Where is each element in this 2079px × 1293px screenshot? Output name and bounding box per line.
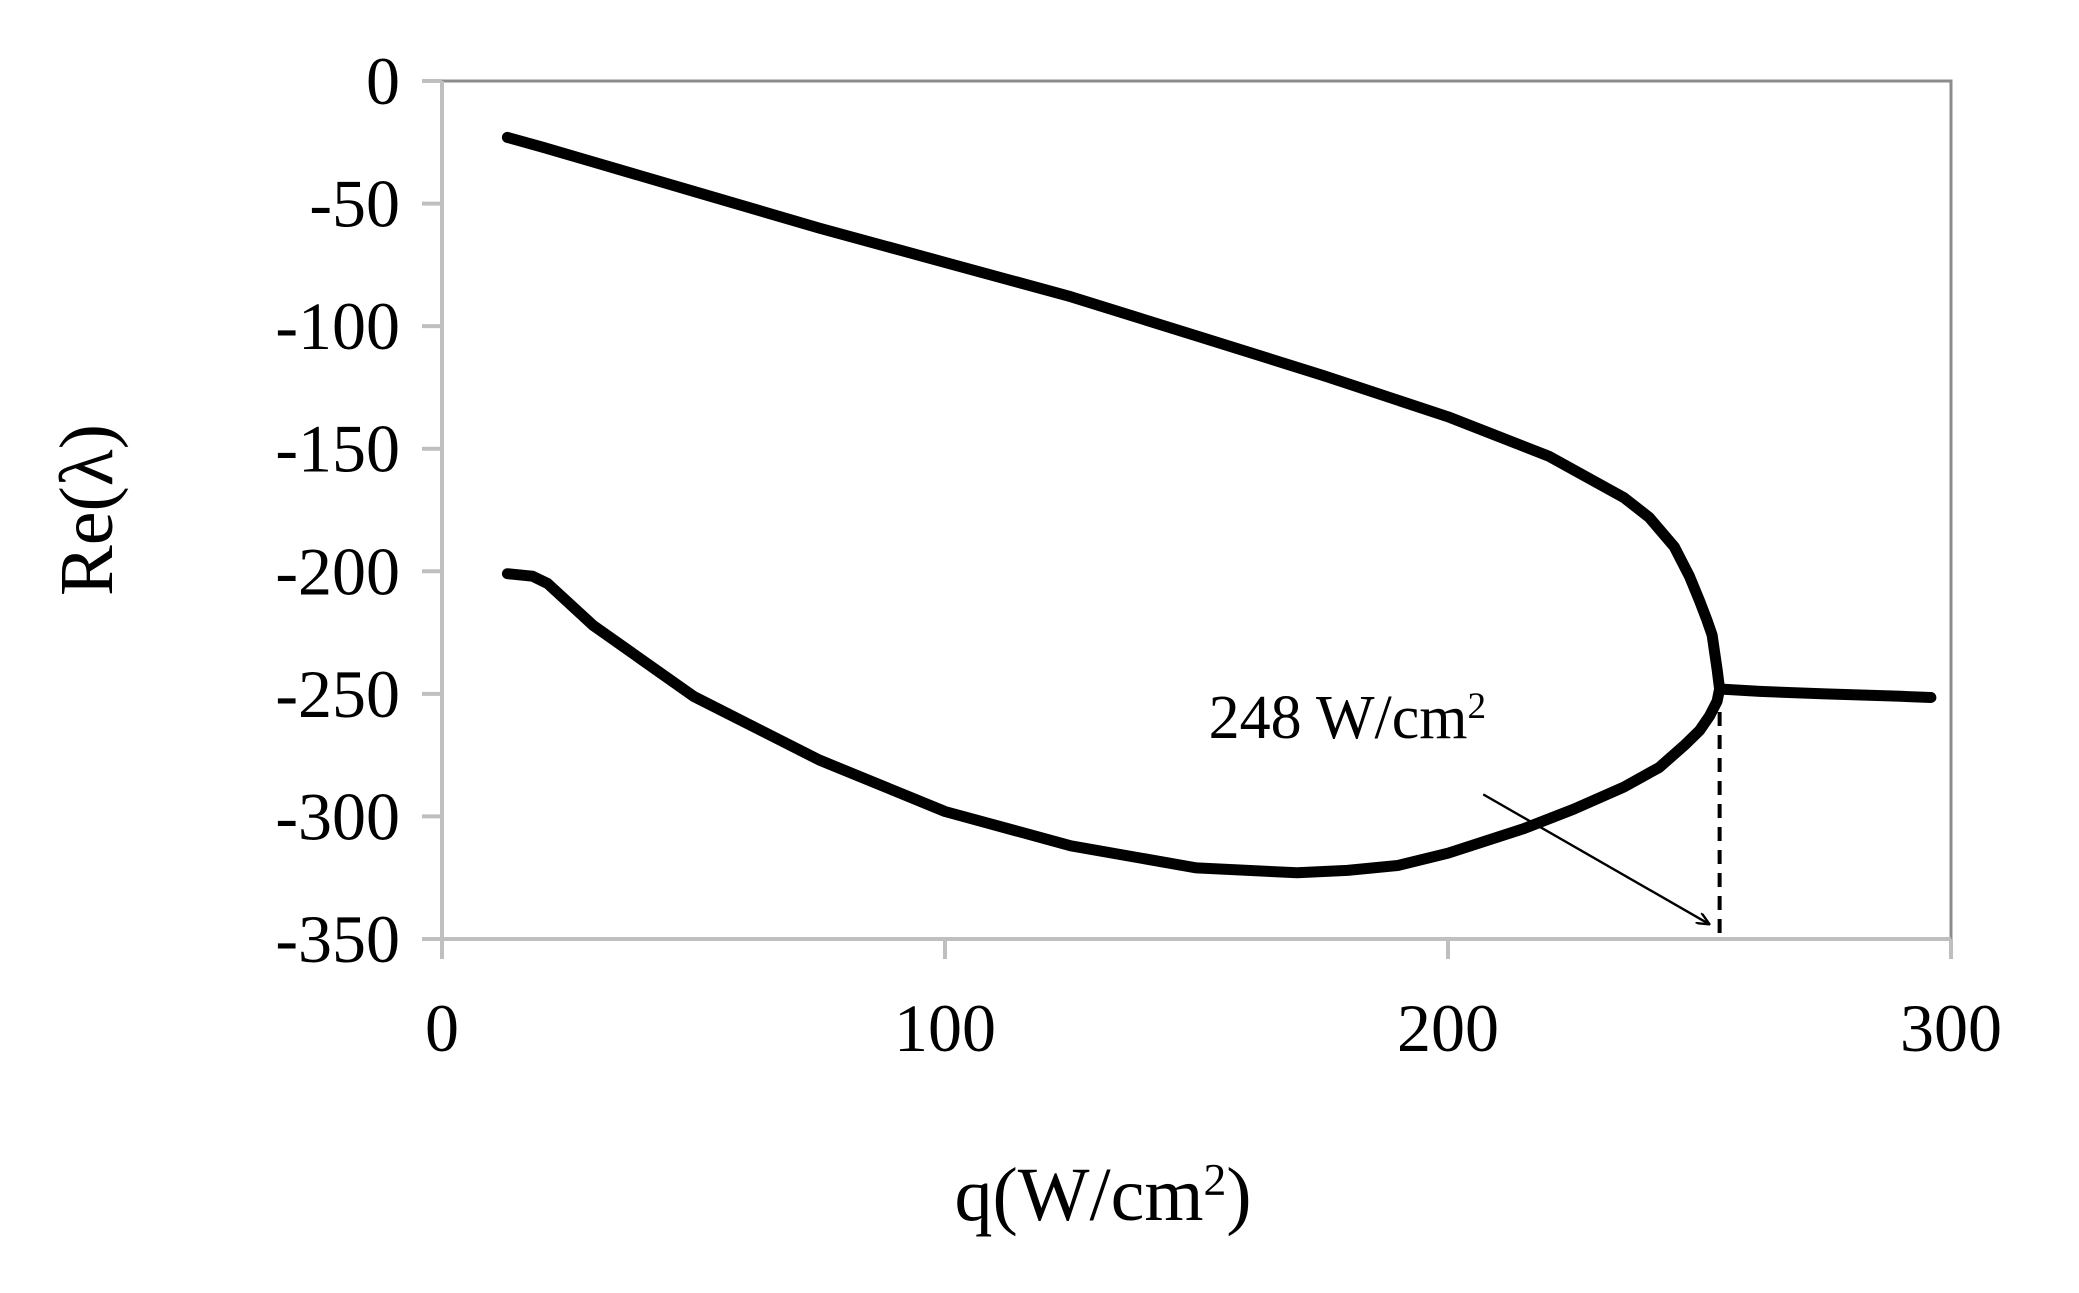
y-ticks: 0 -50 -100 -150 -200 -250 -300 -350 [275, 43, 442, 977]
x-tick-label: 200 [1397, 990, 1499, 1066]
y-tick-label: -350 [275, 901, 400, 977]
annotation-label: 248 W/cm2 [1209, 684, 1486, 752]
y-tick-label: -200 [275, 533, 400, 609]
y-tick-label: -100 [275, 288, 400, 364]
x-axis-title: q(W/cm2) [954, 1153, 1251, 1237]
y-tick-label: -300 [275, 778, 400, 854]
x-ticks: 0 100 200 300 [425, 939, 2002, 1066]
plot-frame [440, 79, 1953, 941]
y-tick-label: 0 [366, 43, 400, 119]
y-tick-label: -50 [309, 166, 400, 242]
lower-branch-line [501, 568, 1726, 879]
annotation-arrow [1482, 793, 1709, 924]
x-tick-label: 300 [1900, 990, 2002, 1066]
x-tick-label: 100 [894, 990, 996, 1066]
merged-branch-line [1714, 683, 1937, 703]
y-tick-label: -250 [275, 656, 400, 732]
y-axis-title: Re(λ) [45, 424, 129, 596]
y-tick-label: -150 [275, 411, 400, 487]
x-tick-label: 0 [425, 990, 459, 1066]
upper-branch-line [501, 131, 1726, 695]
series-group [501, 131, 1937, 879]
